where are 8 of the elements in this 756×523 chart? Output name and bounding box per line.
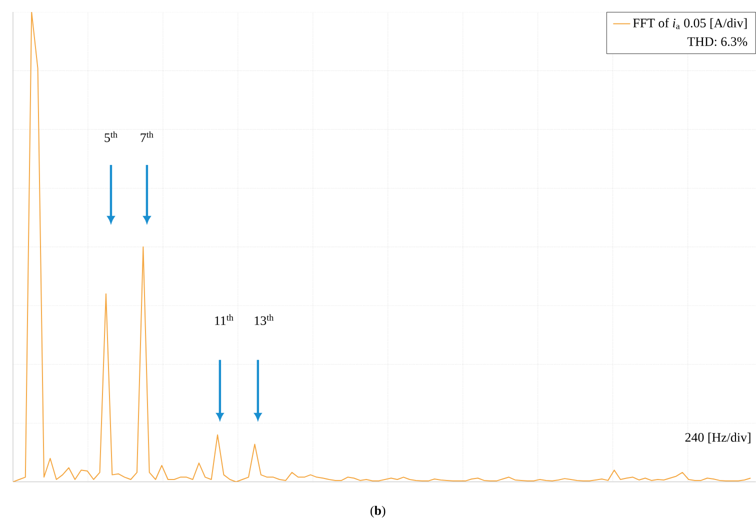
annotation: 11$^{th}$ bbox=[215, 314, 234, 325]
annotation: 13$^{th}$ bbox=[254, 314, 274, 326]
annotation: 7$^{th}$ bbox=[140, 131, 154, 142]
annotation: 240 [Hz/div] bbox=[685, 432, 750, 444]
annotation: 5$^{th}$ bbox=[104, 131, 118, 142]
text: (b) bbox=[370, 506, 386, 518]
legend-label: FFT of i$_{a}$ 0.05 [A/div] bbox=[633, 18, 747, 30]
annotation: THD: 6.3% bbox=[687, 37, 748, 46]
